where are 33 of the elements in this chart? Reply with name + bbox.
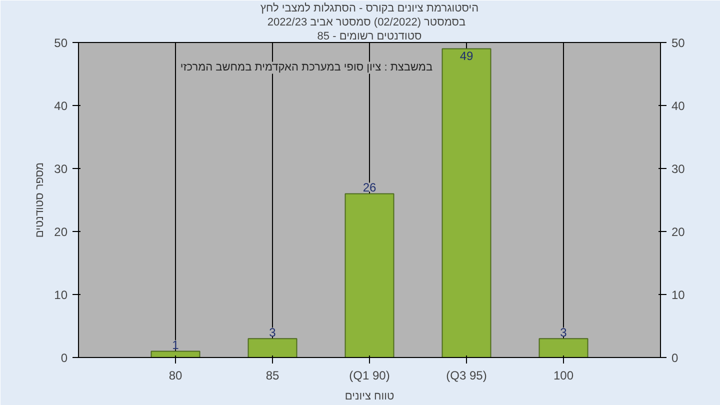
y-tick-label: 40 [54,99,68,113]
y-tick-label: 10 [54,288,68,302]
bar [442,48,492,358]
annotation: סטודנטים רשומים - 85 [317,30,422,42]
y-axis-title: מספר סטודנטים [34,162,46,238]
x-axis-title: טווח ציונים [344,390,394,402]
bar [248,338,298,358]
data-label: 1 [172,338,180,352]
x-tick-label: (Q1 90) [349,368,390,382]
x-tick-label: 85 [266,368,280,382]
data-label: 3 [269,326,276,340]
y-tick-label: 50 [54,36,68,50]
y2-tick-label: 40 [672,99,686,113]
annotation: במשבצת : ציון סופי במערכת האקדמית במחשב המרכזי [180,62,433,74]
data-label: 26 [362,180,376,195]
y2-tick-label: 0 [672,351,678,365]
data-label: 49 [460,48,474,63]
bar [150,350,200,358]
bar [344,193,394,358]
chart-subtitle: בסמסטר (02/2022) סמסטר אביב 2022/23 [267,16,466,28]
data-label: 3 [560,326,568,340]
y-tick-label: 0 [60,351,68,365]
x-tick-label: 100 [553,368,574,382]
y2-tick-label: 20 [672,225,686,239]
x-tick-label: (Q3 95) [446,368,487,382]
y-tick-label: 30 [54,162,68,176]
y2-tick-label: 50 [672,36,686,50]
y2-tick-label: 10 [672,288,686,302]
x-tick-label: 80 [168,368,182,382]
y-tick-label: 20 [54,225,68,239]
y2-tick-label: 30 [672,162,686,176]
bar [538,338,588,358]
chart-title: היסטוגרמת ציונים בקורס - הסתגלות למצבי לחץ [260,2,479,14]
